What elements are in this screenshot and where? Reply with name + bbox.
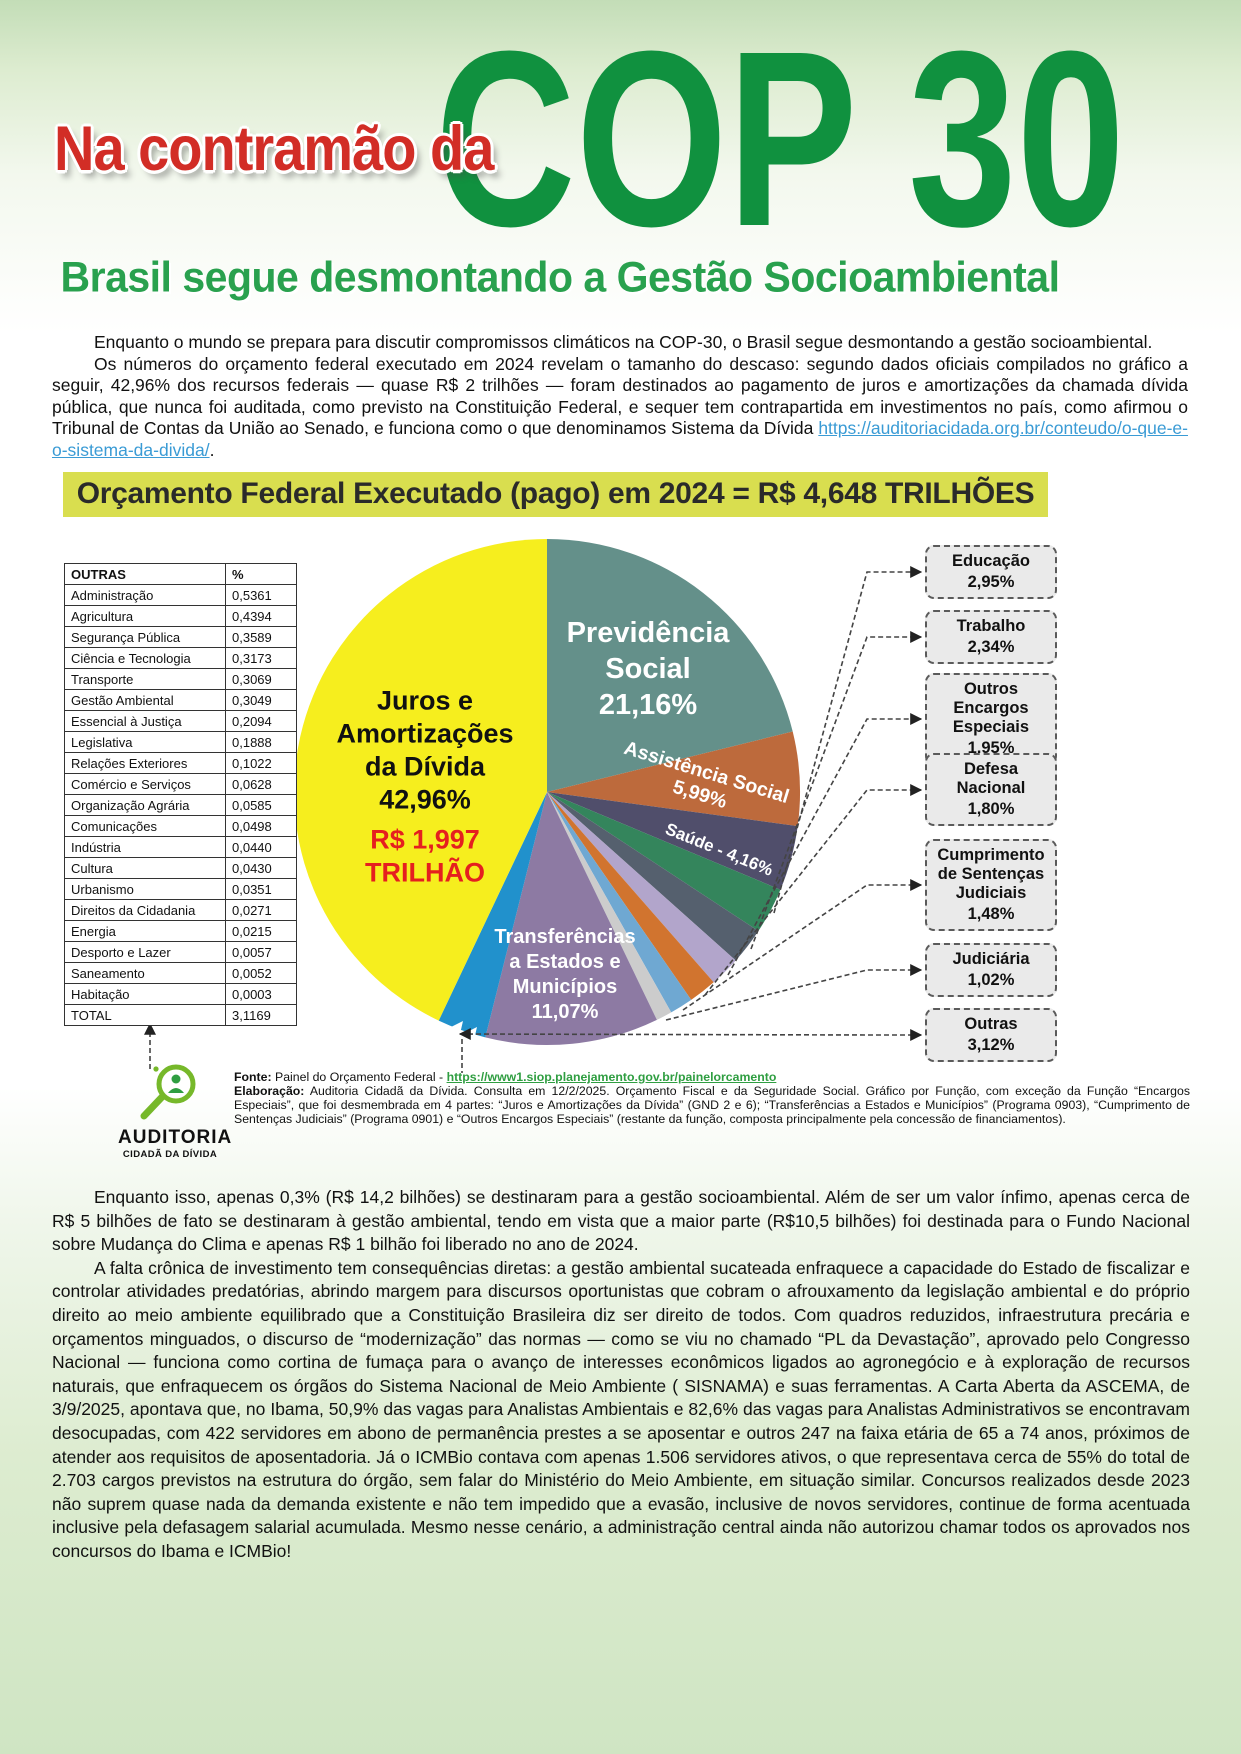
- logo-text-line1: AUDITORIA: [118, 1127, 233, 1148]
- logo-text-line2: CIDADÃ DA DÍVIDA: [122, 1149, 218, 1160]
- outras-table-header-name: OUTRAS: [64, 563, 226, 585]
- outras-table-row: Comércio e Serviços 0,0628: [64, 773, 297, 795]
- pie-slice-cumprimento: [547, 792, 692, 1013]
- callout-educacao: Educação 2,95%: [925, 545, 1057, 599]
- body-paragraph-2: A falta crônica de investimento tem cons…: [52, 1257, 1190, 1561]
- callout-judiciaria: Judiciária 1,02%: [925, 943, 1057, 997]
- connector-cumprimento: [682, 879, 923, 1011]
- outras-table-row: Ciência e Tecnologia 0,3173: [64, 647, 297, 669]
- intro-paragraph-2: Os números do orçamento federal executad…: [52, 354, 1188, 462]
- pie-slice-outras: [438, 792, 547, 1038]
- intro-paragraph-1: Enquanto o mundo se prepara para discuti…: [94, 332, 1153, 352]
- source-text: Fonte: Painel do Orçamento Federal - htt…: [234, 1062, 1190, 1160]
- callout-trabalho: Trabalho 2,34%: [925, 610, 1057, 664]
- pie-label-juros-value: R$ 1,997 TRILHÃO: [365, 824, 485, 888]
- outras-table-row: Energia 0,0215: [64, 920, 297, 942]
- outras-table-row: Agricultura 0,4394: [64, 605, 297, 627]
- cop30-title-graphic: COP 30: [435, 18, 1125, 250]
- pie-slice-outros-encargos: [547, 792, 736, 983]
- outras-table-row: Organização Agrária 0,0585: [64, 794, 297, 816]
- body-paragraph-1: Enquanto isso, apenas 0,3% (R$ 14,2 bilh…: [52, 1187, 1190, 1255]
- fonte-label: Fonte:: [234, 1070, 272, 1084]
- outras-table-header-row: OUTRAS %: [64, 563, 297, 585]
- sistema-da-divida-link[interactable]: https://auditoriacidada.org.br/conteudo/…: [52, 418, 1188, 460]
- outras-table-row: Saneamento 0,0052: [64, 962, 297, 984]
- siop-link[interactable]: https://www1.siop.planejamento.gov.br/pa…: [446, 1070, 777, 1084]
- pie-slice-judiciaria: [547, 792, 672, 1020]
- body-text: Enquanto isso, apenas 0,3% (R$ 14,2 bilh…: [52, 1186, 1190, 1564]
- connector-outras: [458, 1028, 923, 1041]
- callout-column: Educação 2,95% Trabalho 2,34% Outros Encargo…: [925, 527, 1057, 1177]
- outras-table-row: Cultura 0,0430: [64, 857, 297, 879]
- outras-table-total-label: TOTAL: [64, 1004, 226, 1026]
- chart-section: OUTRAS % Administração 0,5361 Agricultura 0…: [0, 527, 1241, 1177]
- pie-label-transferencias: Transferências a Estados e Municípios 11…: [494, 926, 636, 1023]
- callout-cumprimento: Cumprimento de Sentenças Judiciais 1,48%: [925, 839, 1057, 931]
- pie-label-juros: Juros e Amortizações da Dívida 42,96% R$…: [336, 685, 513, 890]
- pie-slice-educacao: [547, 792, 781, 931]
- callout-outros-encargos: Outros Encargos Especiais 1,95%: [925, 673, 1057, 765]
- pie-slice-previdencia: [547, 539, 793, 792]
- connector-outros-encargos: [727, 713, 923, 976]
- outras-table-total-value: 3,1169: [225, 1004, 297, 1026]
- pie-slice-trabalho: [547, 792, 759, 961]
- cop30-title-text: COP 30: [435, 18, 1125, 250]
- outras-table-total-row: TOTAL 3,1169: [64, 1004, 297, 1026]
- outras-table-row: Essencial à Justiça 0,2094: [64, 710, 297, 732]
- outras-table-row: Legislativa 0,1888: [64, 731, 297, 753]
- pie-slice-transferencias: [485, 792, 657, 1046]
- connector-trabalho: [750, 631, 923, 950]
- outras-table-row: Comunicações 0,0498: [64, 815, 297, 837]
- outras-table-row: Direitos da Cidadania 0,0271: [64, 899, 297, 921]
- pie-slices: [294, 539, 801, 1046]
- budget-pie-chart: [144, 539, 923, 1073]
- outras-table-header-pct: %: [225, 563, 297, 585]
- connector-defesa: [704, 784, 923, 996]
- outras-table-row: Transporte 0,3069: [64, 668, 297, 690]
- outras-table: OUTRAS % Administração 0,5361 Agricultura 0…: [64, 563, 297, 1026]
- outras-table-row: Desporto e Lazer 0,0057: [64, 941, 297, 963]
- callout-outras: Outras 3,12%: [925, 1008, 1057, 1062]
- elaboracao-label: Elaboração:: [234, 1084, 305, 1098]
- outras-table-row: Relações Exteriores 0,1022: [64, 752, 297, 774]
- connector-educacao: [773, 566, 923, 914]
- outras-table-row: Indústria 0,0440: [64, 836, 297, 858]
- elaboracao-text: Auditoria Cidadã da Dívida. Consulta em …: [234, 1084, 1190, 1126]
- fonte-text: Painel do Orçamento Federal -: [271, 1070, 447, 1084]
- page-title-red: Na contramão da: [54, 113, 494, 184]
- magnifier-icon: [140, 1064, 196, 1120]
- pie-label-previdencia: Previdência Social 21,16%: [566, 617, 730, 721]
- intro-text: Enquanto o mundo se prepara para discuti…: [52, 332, 1188, 462]
- auditoria-logo: AUDITORIA CIDADÃ DA DÍVIDA: [118, 1062, 233, 1160]
- intro-paragraph-2-end: .: [209, 439, 215, 460]
- intro-paragraph-2-text: Os números do orçamento federal executad…: [52, 353, 1188, 439]
- pie-slice-assistencia: [547, 731, 801, 827]
- pie-label-juros-text: Juros e Amortizações da Dívida 42,96%: [336, 685, 514, 815]
- callout-defesa: Defesa Nacional 1,80%: [925, 753, 1057, 826]
- outras-table-row: Segurança Pública 0,3589: [64, 626, 297, 648]
- pie-slice-defesa: [547, 792, 714, 1000]
- pie-slice-saude: [547, 792, 798, 890]
- chart-title-banner: Orçamento Federal Executado (pago) em 20…: [63, 472, 1048, 517]
- outras-table-row: Gestão Ambiental 0,3049: [64, 689, 297, 711]
- source-block: AUDITORIA CIDADÃ DA DÍVIDA Fonte: Painel…: [118, 1062, 1190, 1160]
- page-subtitle: Brasil segue desmontando a Gestão Socioa…: [60, 252, 1061, 302]
- callout-connectors: [458, 566, 923, 1041]
- pie-slice-juros: [294, 539, 547, 1021]
- connector-judiciaria: [665, 964, 923, 1021]
- outras-table-row: Habitação 0,0003: [64, 983, 297, 1005]
- outras-table-row: Urbanismo 0,0351: [64, 878, 297, 900]
- outras-table-row: Administração 0,5361: [64, 584, 297, 606]
